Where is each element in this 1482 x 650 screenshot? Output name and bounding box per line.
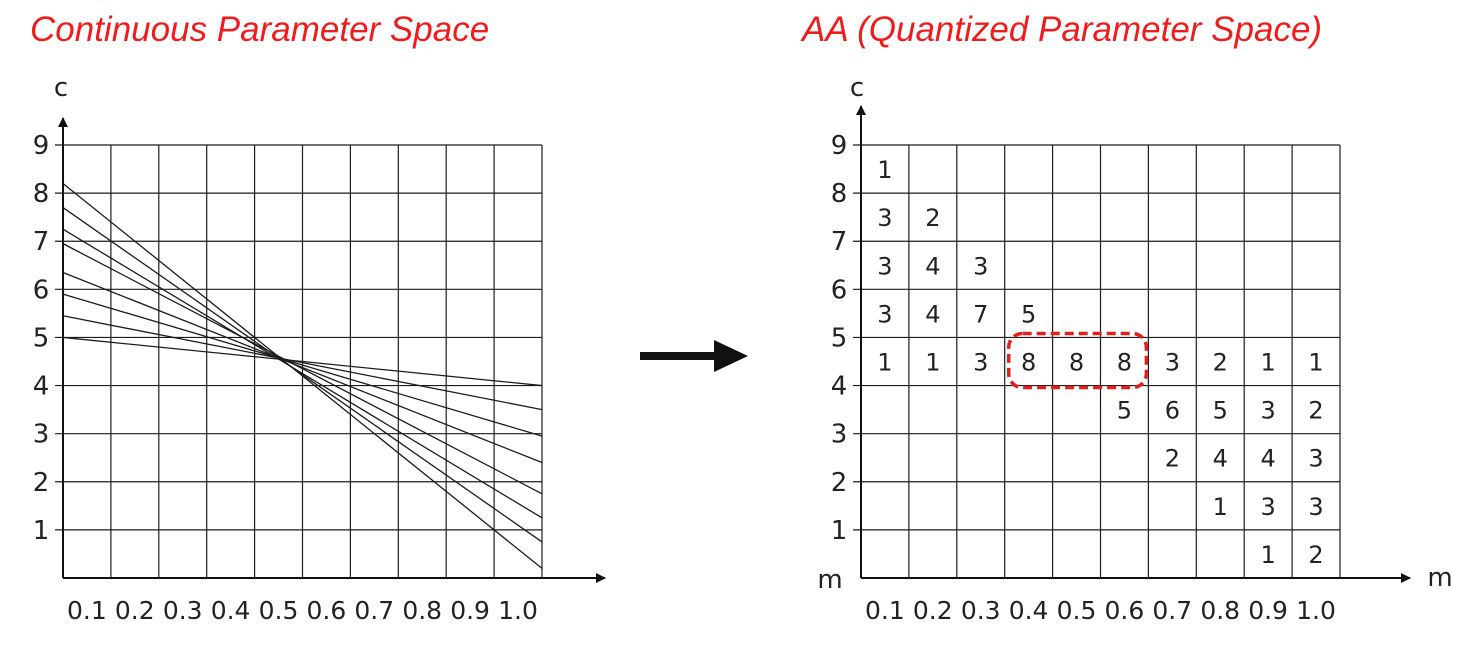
y-tick-label: 3 [33,420,50,450]
x-tick-label: 0.9 [1248,596,1288,625]
x-tick-label: 0.2 [913,596,953,625]
peak-highlight-box [1006,331,1149,390]
right-grid [853,144,1341,578]
y-tick-label: 7 [831,227,848,257]
y-tick-label: 2 [33,468,50,498]
x-tick-label: 0.8 [402,596,442,625]
left-c-axis-label: c [54,73,68,103]
accumulator-cell: 8 [1117,349,1132,377]
accumulator-cell: 2 [1308,541,1323,569]
accumulator-cell: 1 [1213,493,1228,521]
accumulator-cell: 1 [1261,349,1276,377]
y-tick-label: 1 [33,516,50,546]
accumulator-cell: 8 [1021,349,1036,377]
accumulator-cell: 7 [973,300,988,328]
y-tick-label: 2 [831,468,848,498]
y-tick-label: 8 [831,179,848,209]
continuous-parameter-plot: c 1 2 3 4 5 6 7 8 9 0.1 0.2 0.3 0.4 0.5 0.6 0.7 0.8 0.9 1… [33,73,606,625]
transform-arrow [640,340,748,372]
right-m-axis-label: m [1427,563,1452,593]
parameter-line [62,243,543,495]
left-y-tick-labels: 1 2 3 4 5 6 7 8 9 [33,131,50,546]
y-tick-label: 7 [33,227,50,257]
x-tick-label: 0.1 [67,596,107,625]
accumulator-cell: 8 [1069,349,1084,377]
parameter-lines [62,182,543,569]
accumulator-cell: 2 [1213,349,1228,377]
left-grid [55,144,543,578]
accumulator-cell: 4 [925,252,940,280]
x-tick-label: 0.7 [1152,596,1192,625]
x-tick-label: 0.3 [961,596,1001,625]
accumulator-cell: 4 [1261,445,1276,473]
parameter-line [62,315,543,411]
accumulator-cell: 1 [1261,541,1276,569]
y-tick-label: 5 [33,323,50,353]
accumulator-cell: 3 [973,349,988,377]
accumulator-cell: 1 [1308,349,1323,377]
y-tick-label: 5 [831,323,848,353]
x-tick-label: 1.0 [1296,596,1336,625]
quantized-parameter-grid: 1 3 2 3 4 3 3 4 7 5 1 1 3 8 8 8 3 2 1 1 5 6 5 3 2 2 4 4 3 1 3 3 1 2 c m m… [817,73,1452,625]
y-tick-label: 6 [33,275,50,305]
accumulator-cell: 2 [925,204,940,232]
x-tick-label: 0.6 [1105,596,1145,625]
accumulator-cell: 1 [877,156,892,184]
accumulator-cell: 5 [1117,397,1132,425]
x-tick-label: 0.7 [354,596,394,625]
accumulator-cell: 3 [1261,493,1276,521]
x-tick-label: 0.4 [211,596,251,625]
x-tick-label: 0.3 [163,596,203,625]
parameter-line [62,293,543,437]
accumulator-cell: 2 [1165,445,1180,473]
accumulator-values: 1 3 2 3 4 3 3 4 7 5 1 1 3 8 8 8 3 2 1 1 5 6 5 3 2 2 4 4 3 1 3 3 1 2 [877,156,1323,569]
parameter-line [62,182,543,569]
right-x-tick-labels: 0.1 0.2 0.3 0.4 0.5 0.6 0.7 0.8 0.9 1.0 [865,596,1336,625]
x-tick-label: 0.8 [1200,596,1240,625]
y-tick-label: 9 [831,131,848,161]
x-tick-label: 0.2 [115,596,155,625]
accumulator-cell: 3 [1308,445,1323,473]
accumulator-cell: 6 [1165,397,1180,425]
x-tick-label: 0.5 [259,596,299,625]
accumulator-cell: 3 [877,300,892,328]
parameter-line [62,271,543,464]
x-tick-label: 0.4 [1009,596,1049,625]
y-tick-label: 3 [831,420,848,450]
y-tick-label: 6 [831,275,848,305]
accumulator-cell: 3 [973,252,988,280]
accumulator-cell: 3 [1261,397,1276,425]
accumulator-cell: 5 [1213,397,1228,425]
accumulator-cell: 3 [877,252,892,280]
x-tick-label: 0.6 [307,596,347,625]
accumulator-cell: 5 [1021,300,1036,328]
accumulator-cell: 3 [1165,349,1180,377]
accumulator-cell: 3 [1308,493,1323,521]
y-tick-label: 4 [831,372,848,402]
accumulator-cell: 3 [877,204,892,232]
right-y-tick-labels: 1 2 3 4 5 6 7 8 9 [831,131,848,546]
y-tick-label: 9 [33,131,50,161]
accumulator-cell: 1 [925,349,940,377]
y-tick-label: 4 [33,372,50,402]
accumulator-cell: 4 [925,300,940,328]
parameter-line [62,207,543,543]
accumulator-cell: 2 [1308,397,1323,425]
quantized-space-title: AA (Quantized Parameter Space) [802,10,1323,49]
x-tick-label: 0.9 [450,596,490,625]
x-tick-label: 1.0 [498,596,538,625]
x-tick-label: 0.5 [1057,596,1097,625]
accumulator-cell: 4 [1213,445,1228,473]
left-x-tick-labels: 0.1 0.2 0.3 0.4 0.5 0.6 0.7 0.8 0.9 1.0 [67,596,538,625]
parameter-line [62,228,543,519]
parameter-line [62,336,543,387]
accumulator-cell: 1 [877,349,892,377]
right-m-axis-label-left: m [817,565,842,595]
right-c-axis-label: c [850,73,864,103]
y-tick-label: 8 [33,179,50,209]
y-tick-label: 1 [831,516,848,546]
x-tick-label: 0.1 [865,596,905,625]
continuous-space-title: Continuous Parameter Space [30,10,490,49]
